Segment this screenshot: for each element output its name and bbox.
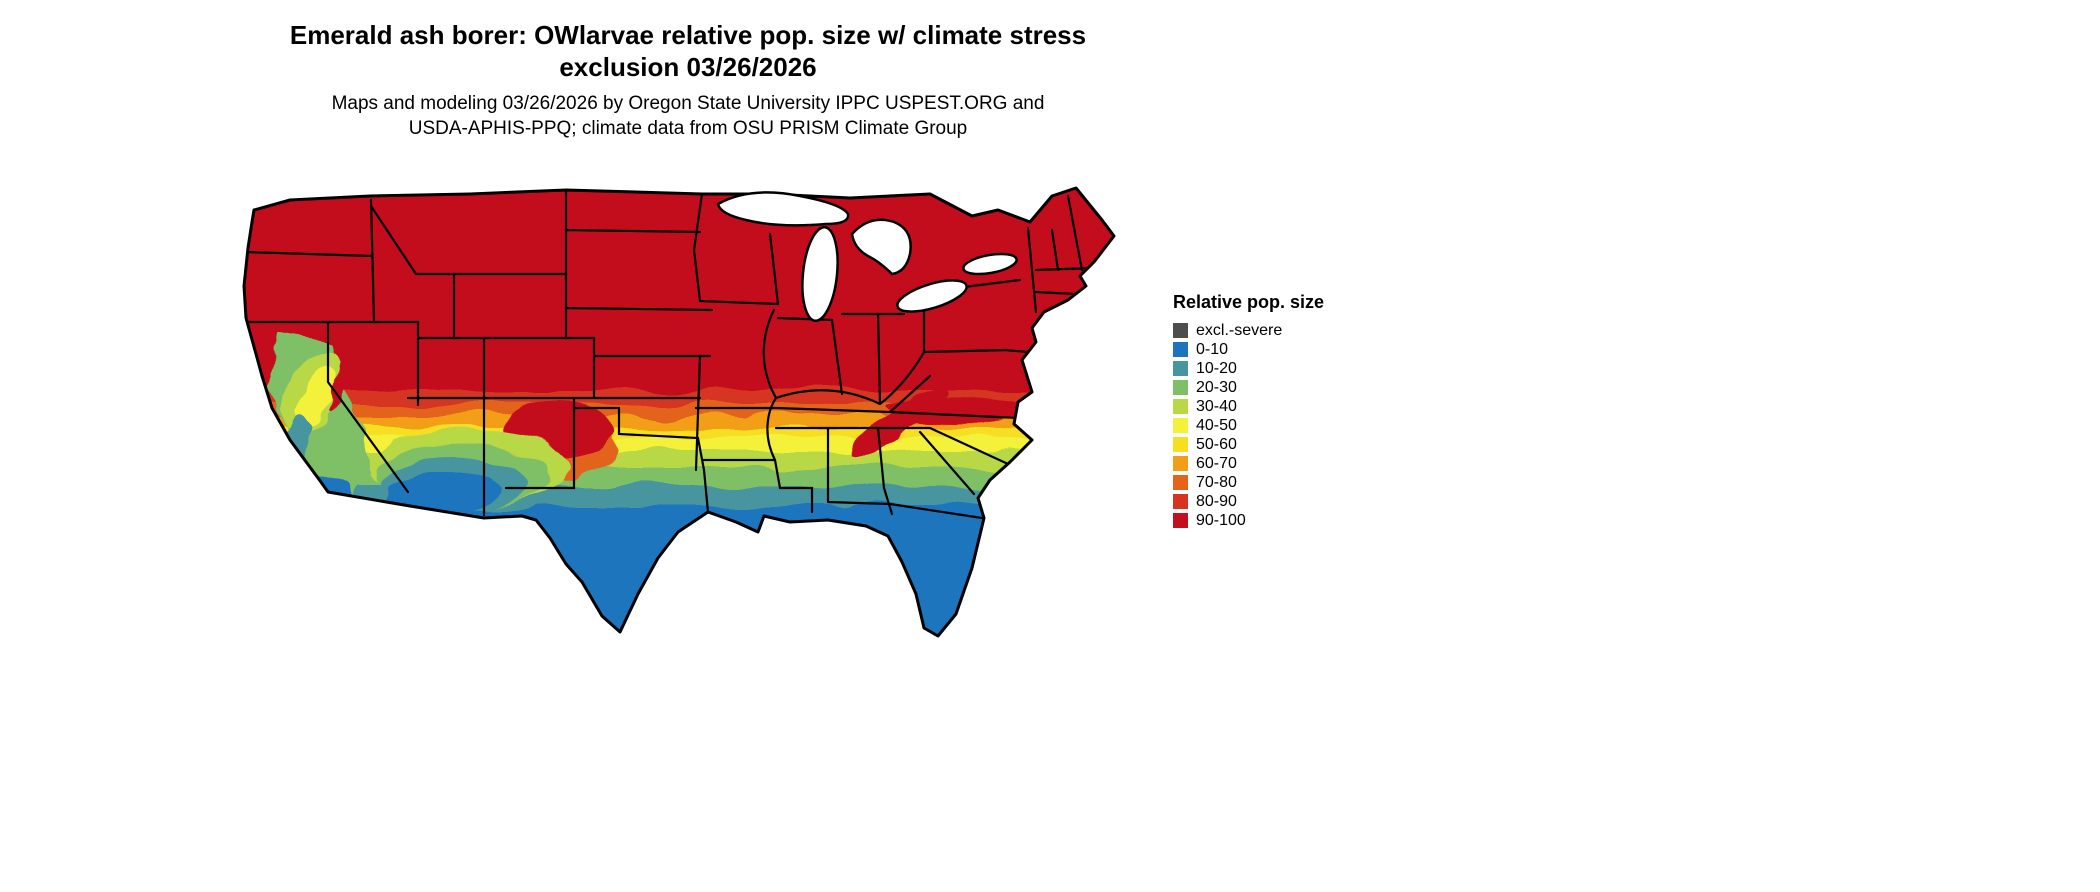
legend-item-label: 80-90 xyxy=(1196,493,1237,510)
legend-swatch xyxy=(1173,323,1188,338)
us-map xyxy=(242,186,1116,638)
legend-swatch xyxy=(1173,475,1188,490)
legend-item: 80-90 xyxy=(1173,492,1393,511)
legend-swatch xyxy=(1173,437,1188,452)
central-valley-yellow-patch xyxy=(296,368,336,432)
legend-item-label: 10-20 xyxy=(1196,360,1237,377)
lake-superior xyxy=(716,191,850,227)
lake-ontario xyxy=(962,252,1018,276)
lake-erie xyxy=(896,279,968,313)
legend-item: excl.-severe xyxy=(1173,321,1393,340)
great-lakes xyxy=(716,191,1018,323)
southwest-blue-patch xyxy=(384,474,500,514)
legend-item: 90-100 xyxy=(1173,511,1393,530)
title-line-1: Emerald ash borer: OWlarvae relative pop… xyxy=(289,20,1087,50)
legend-title: Relative pop. size xyxy=(1173,292,1325,312)
lake-michigan xyxy=(801,225,839,323)
legend-item-label: 20-30 xyxy=(1196,379,1237,396)
map-subtitle: Maps and modeling 03/26/2026 by Oregon S… xyxy=(0,92,1376,141)
legend-item-label: 90-100 xyxy=(1196,512,1246,529)
legend-item-label: 30-40 xyxy=(1196,398,1237,415)
legend-item: 20-30 xyxy=(1173,378,1393,397)
legend-item-label: 70-80 xyxy=(1196,474,1237,491)
legend-item: 40-50 xyxy=(1173,416,1393,435)
legend-item-label: 50-60 xyxy=(1196,436,1237,453)
legend-swatch xyxy=(1173,494,1188,509)
legend-item-label: 40-50 xyxy=(1196,417,1237,434)
population-raster xyxy=(244,188,1114,636)
map-title: Emerald ash borer: OWlarvae relative pop… xyxy=(0,20,1376,83)
legend-item: 70-80 xyxy=(1173,473,1393,492)
subtitle-line-2: USDA-APHIS-PPQ; climate data from OSU PR… xyxy=(408,117,968,139)
legend-swatch xyxy=(1173,456,1188,471)
legend-swatch xyxy=(1173,342,1188,357)
us-outline xyxy=(242,186,1116,638)
legend-item: 60-70 xyxy=(1173,454,1393,473)
sierra-red-streak xyxy=(330,353,354,411)
legend-item: 30-40 xyxy=(1173,397,1393,416)
legend-item-label: 60-70 xyxy=(1196,455,1237,472)
legend-items: excl.-severe 0-10 10-20 20-30 30-40 40-50 50-6… xyxy=(1173,321,1393,530)
legend-item: 50-60 xyxy=(1173,435,1393,454)
us-map-container xyxy=(230,170,1140,660)
state-borders xyxy=(244,190,1094,520)
legend-swatch xyxy=(1173,361,1188,376)
legend-swatch xyxy=(1173,513,1188,528)
legend-swatch xyxy=(1173,380,1188,395)
legend-item-label: 0-10 xyxy=(1196,341,1229,358)
legend-swatch xyxy=(1173,399,1188,414)
legend-item: 0-10 xyxy=(1173,340,1393,359)
title-line-2: exclusion 03/26/2026 xyxy=(559,51,817,82)
lake-huron xyxy=(850,218,912,276)
legend-swatch xyxy=(1173,418,1188,433)
subtitle-line-1: Maps and modeling 03/26/2026 by Oregon S… xyxy=(331,93,1045,114)
legend-item: 10-20 xyxy=(1173,359,1393,378)
legend-item-label: excl.-severe xyxy=(1196,322,1283,339)
legend: Relative pop. size excl.-severe 0-10 10-20… xyxy=(1173,292,1393,530)
